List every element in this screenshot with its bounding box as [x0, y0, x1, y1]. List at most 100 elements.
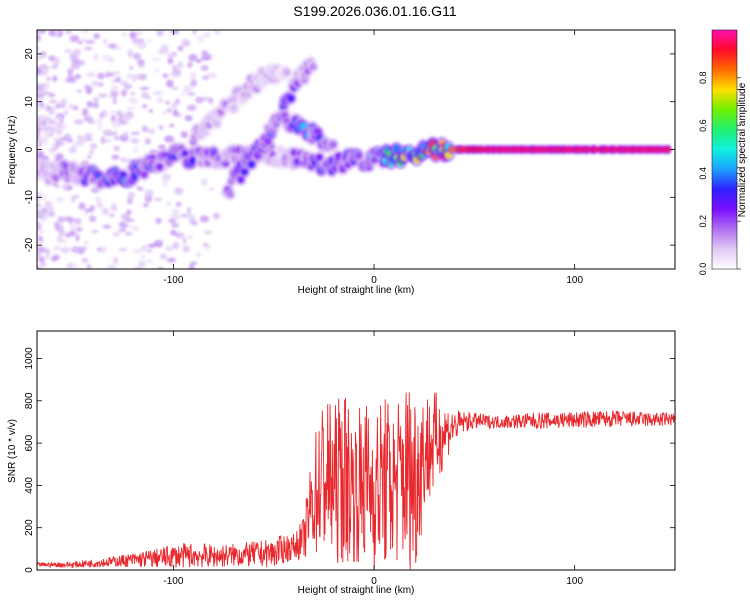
y-tick-label: 0 — [24, 567, 35, 573]
heatmap-cell — [213, 119, 221, 128]
heatmap-cell — [104, 72, 115, 77]
heatmap-cell — [102, 38, 108, 46]
heatmap-cell — [171, 208, 181, 214]
heatmap-cell — [152, 90, 163, 96]
heatmap-cell — [95, 196, 101, 204]
heatmap-cell — [54, 184, 61, 189]
heatmap-cell — [355, 151, 363, 160]
heatmap-cell — [132, 52, 142, 60]
heatmap-cell — [157, 266, 164, 269]
heatmap-cell — [70, 52, 80, 60]
heatmap-cell — [37, 34, 42, 42]
snr-background — [37, 331, 675, 570]
heatmap-cell — [173, 233, 180, 237]
heatmap-cell — [45, 251, 50, 260]
heatmap-cell — [111, 120, 122, 128]
heatmap-cell — [86, 71, 96, 78]
heatmap-cell — [154, 197, 163, 201]
heatmap-cell — [39, 262, 47, 267]
heatmap-cell — [83, 240, 89, 245]
y-tick-label: 200 — [24, 519, 35, 536]
x-tick-label: 0 — [371, 275, 377, 286]
heatmap-cell — [84, 84, 91, 90]
heatmap-cell — [131, 37, 140, 45]
heatmap-cell — [51, 64, 59, 70]
heatmap-cell — [166, 107, 173, 113]
heatmap-cell — [207, 72, 218, 78]
heatmap-cell — [60, 98, 67, 107]
heatmap-cell — [514, 146, 520, 153]
heatmap-cell — [99, 246, 107, 254]
heatmap-cell — [165, 101, 170, 105]
heatmap-cell — [160, 43, 169, 51]
heatmap-cell — [67, 149, 72, 153]
heatmap-cell — [177, 45, 184, 52]
heatmap-cell — [201, 50, 209, 57]
heatmap-cell — [170, 213, 181, 221]
heatmap-cell — [146, 39, 152, 43]
heatmap-cell — [127, 97, 137, 102]
spectrogram-y-label: Frequency (Hz) — [7, 116, 18, 185]
heatmap-cell — [64, 232, 71, 238]
heatmap-cell — [37, 125, 42, 131]
heatmap-cell — [93, 96, 99, 104]
heatmap-cell — [115, 43, 120, 50]
heatmap-cell — [48, 30, 56, 37]
heatmap-cell — [45, 76, 52, 81]
heatmap-cell — [67, 186, 74, 190]
heatmap-cell — [167, 57, 174, 65]
heatmap-cell — [92, 102, 99, 109]
snr-frame — [36, 330, 676, 571]
heatmap-cell — [175, 201, 182, 207]
heatmap-cell — [129, 66, 134, 70]
heatmap-cell — [188, 53, 198, 62]
heatmap-cell — [109, 213, 115, 218]
heatmap-cell — [97, 72, 106, 80]
heatmap-cell — [38, 235, 43, 242]
heatmap-cell — [130, 92, 135, 96]
heatmap-cell — [130, 73, 141, 80]
heatmap-cell — [192, 30, 197, 35]
heatmap-cell — [208, 97, 214, 105]
heatmap-cell — [37, 210, 44, 217]
heatmap-cell — [188, 234, 193, 240]
heatmap-cell — [133, 227, 140, 232]
heatmap-cell — [85, 39, 95, 45]
heatmap-cell — [593, 146, 599, 153]
heatmap-cell — [147, 258, 153, 264]
x-tick-label: -100 — [163, 275, 183, 286]
heatmap-cell — [146, 249, 153, 253]
heatmap-cell — [121, 114, 131, 123]
heatmap-cell — [88, 215, 97, 223]
heatmap-cell — [171, 222, 180, 228]
heatmap-cell — [41, 91, 52, 96]
heatmap-cell — [87, 154, 92, 159]
heatmap-cell — [70, 262, 78, 269]
heatmap-cell — [147, 243, 156, 249]
heatmap-cell — [130, 138, 140, 144]
heatmap-cell — [212, 212, 221, 220]
heatmap-cell — [127, 191, 136, 199]
heatmap-cell — [38, 136, 49, 142]
heatmap-cell — [187, 92, 197, 96]
heatmap-cell — [198, 38, 204, 43]
heatmap-cell — [123, 131, 129, 138]
heatmap-cell — [144, 138, 152, 145]
heatmap-cell — [44, 82, 50, 90]
heatmap-cell — [37, 245, 46, 252]
heatmap-cell — [166, 257, 177, 263]
heatmap-cell — [315, 153, 324, 162]
heatmap-cells — [37, 30, 672, 269]
heatmap-cell — [37, 53, 45, 60]
heatmap-cell — [68, 103, 75, 110]
heatmap-cell — [172, 241, 180, 250]
heatmap-cell — [190, 79, 197, 87]
heatmap-cell — [39, 195, 48, 201]
heatmap-cell — [71, 245, 81, 254]
heatmap-cell — [67, 68, 74, 77]
heatmap-cell — [127, 73, 133, 80]
heatmap-cell — [144, 194, 153, 203]
